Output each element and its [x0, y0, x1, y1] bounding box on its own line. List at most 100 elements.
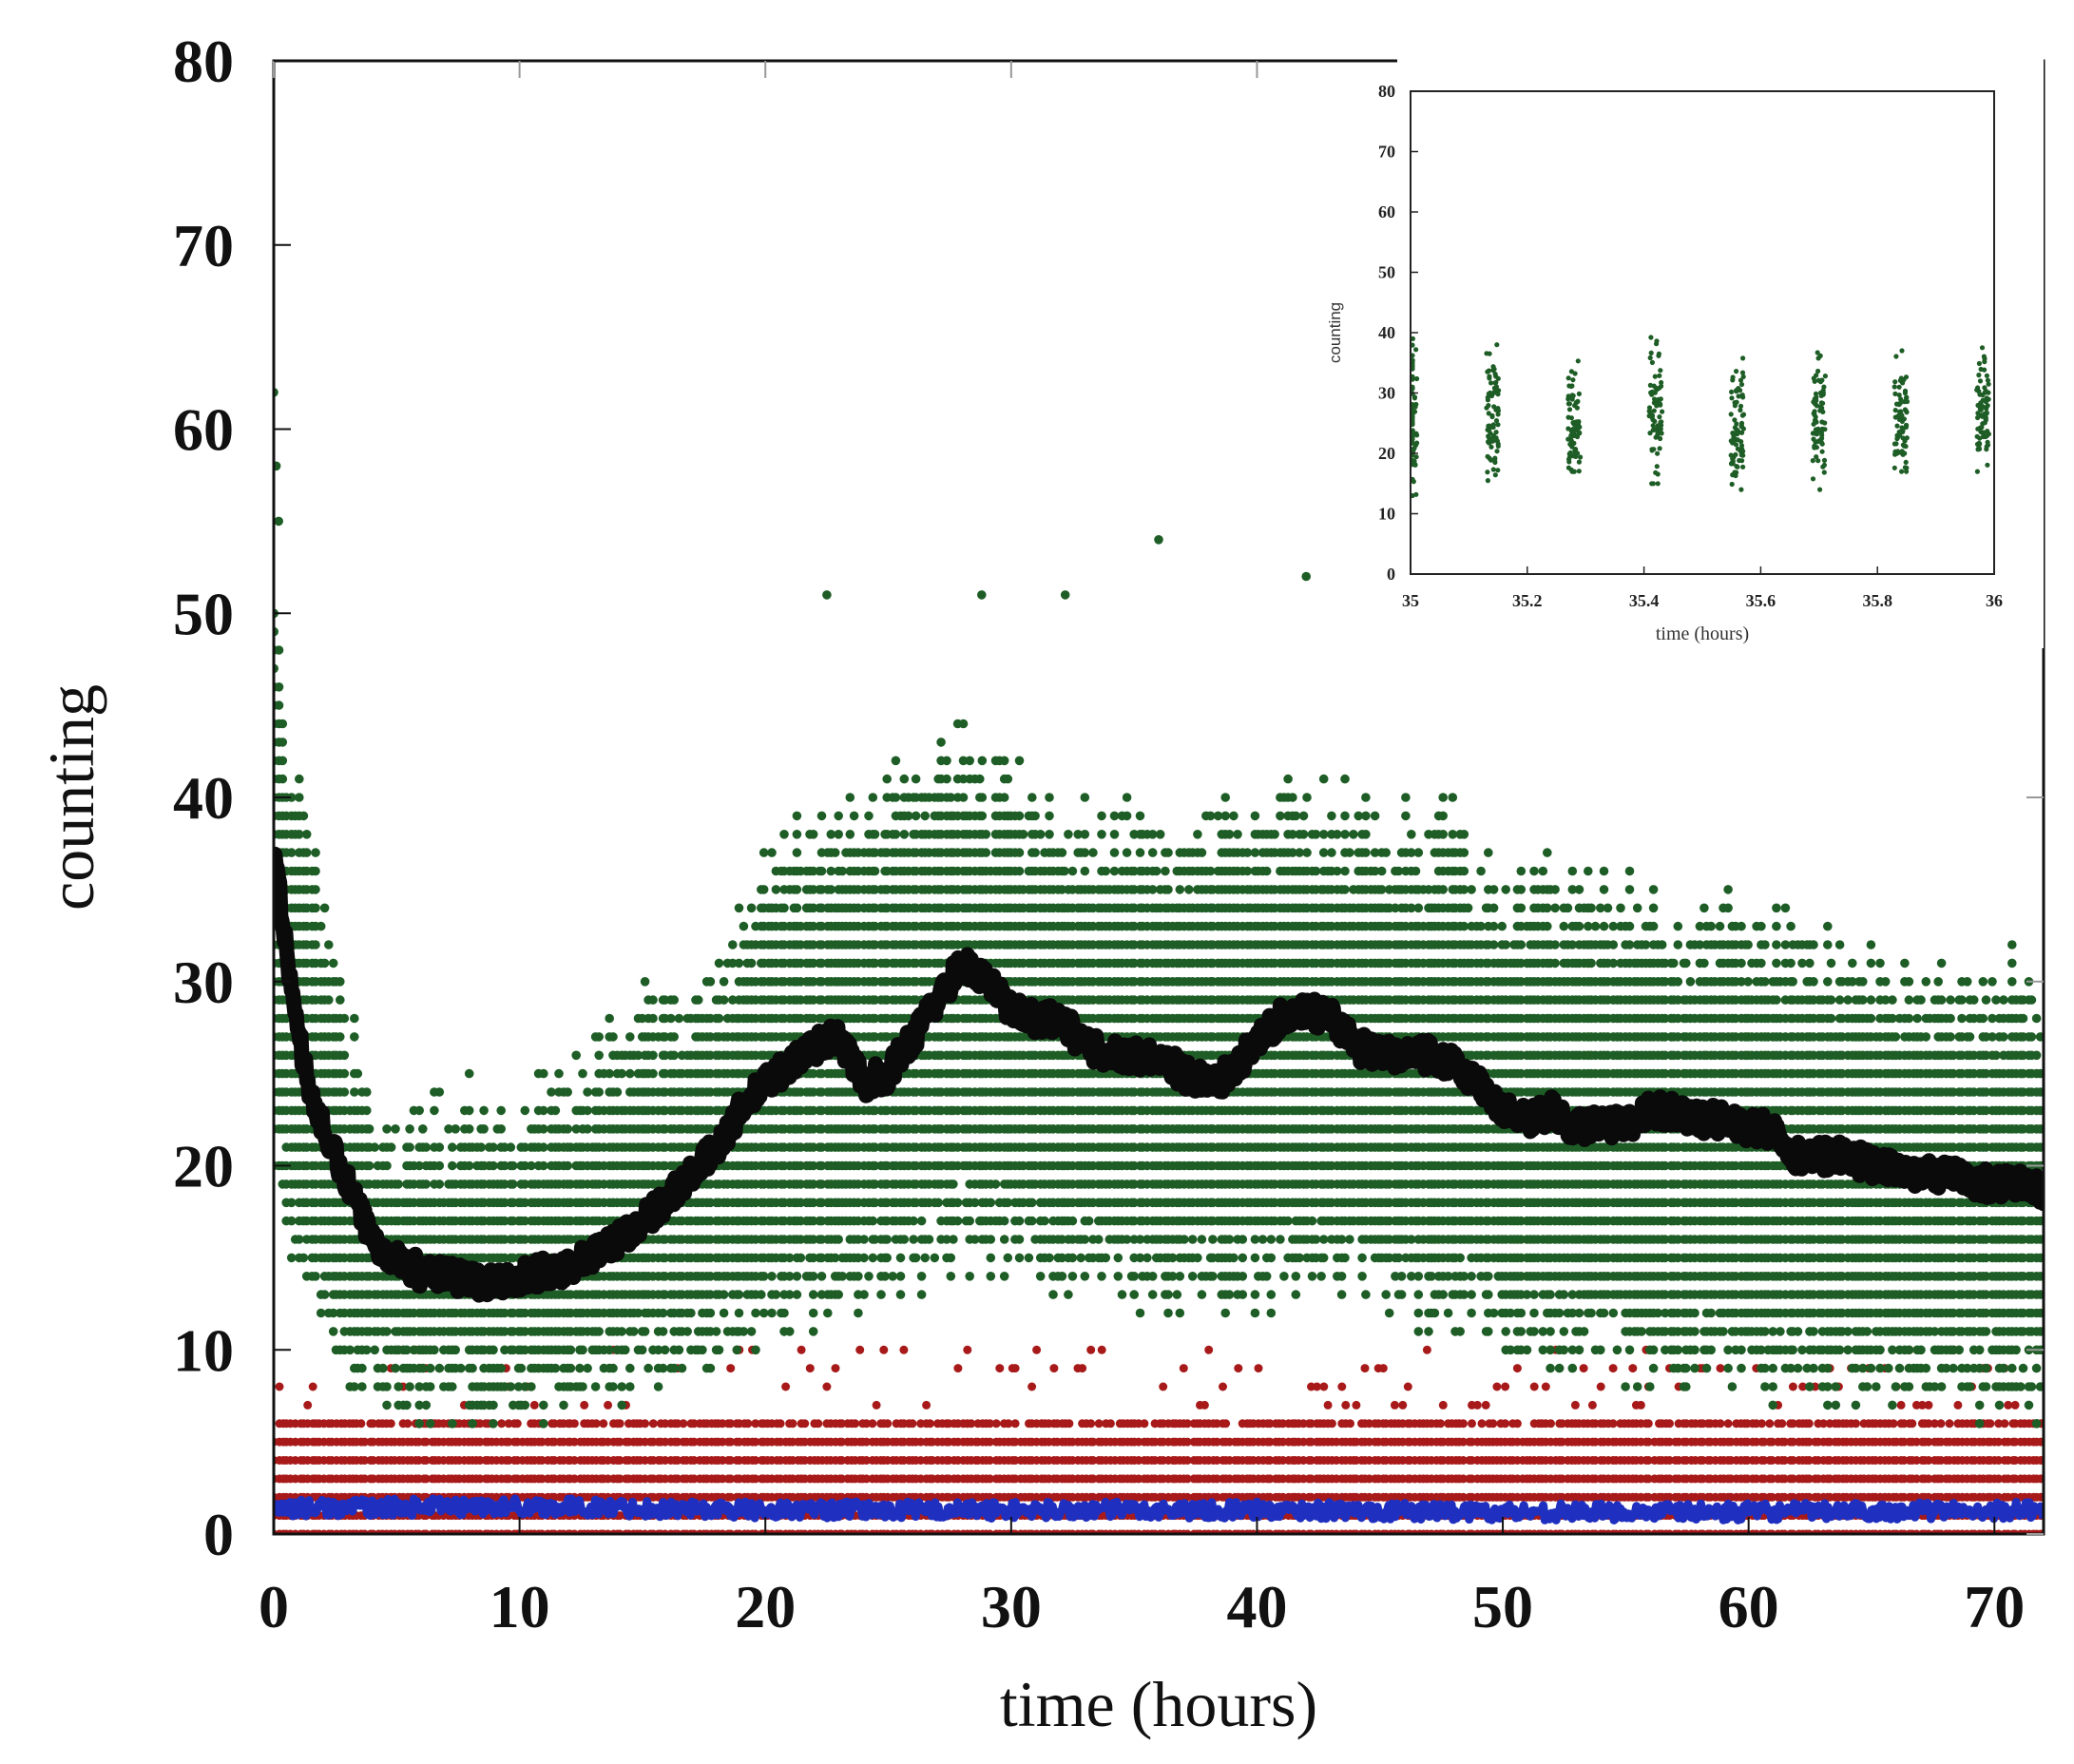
- red-point: [1477, 1419, 1487, 1428]
- green-point: [311, 903, 320, 913]
- green-point: [311, 1272, 320, 1281]
- green-point: [336, 995, 345, 1005]
- green-point: [563, 1087, 572, 1097]
- green-point: [386, 1142, 396, 1152]
- red-point: [1716, 1364, 1725, 1373]
- red-point: [1086, 1419, 1096, 1428]
- green-point: [648, 995, 658, 1005]
- green-point: [550, 1363, 561, 1373]
- red-point: [1665, 1419, 1674, 1428]
- green-point: [418, 1124, 428, 1134]
- red-point: [1852, 1419, 1860, 1428]
- green-point: [301, 830, 312, 839]
- green-point: [719, 1290, 729, 1299]
- red-point: [1777, 1419, 1787, 1428]
- red-point: [1010, 1364, 1020, 1373]
- red-point: [1327, 1419, 1336, 1428]
- green-point: [434, 1087, 445, 1097]
- green-point: [506, 1382, 516, 1391]
- green-point: [658, 1308, 668, 1318]
- green-point: [674, 1013, 684, 1024]
- red-point: [872, 1400, 881, 1409]
- red-point: [1468, 1419, 1476, 1428]
- green-point: [648, 1068, 658, 1079]
- red-point: [1723, 1419, 1733, 1428]
- green-point: [489, 1400, 498, 1410]
- red-point: [1608, 1364, 1618, 1373]
- red-point: [1788, 1382, 1797, 1391]
- green-point: [456, 1363, 466, 1373]
- red-point: [569, 1419, 579, 1428]
- green-point: [617, 1382, 626, 1391]
- green-point: [608, 1382, 618, 1391]
- red-point: [1159, 1382, 1168, 1391]
- red-point: [1953, 1400, 1963, 1409]
- green-point: [425, 1419, 435, 1428]
- green-point: [732, 1345, 742, 1355]
- green-point: [605, 1068, 614, 1079]
- red-point: [743, 1419, 753, 1428]
- green-point: [640, 1327, 650, 1336]
- red-point: [926, 1419, 934, 1428]
- red-point: [851, 1419, 860, 1428]
- green-point: [719, 977, 729, 987]
- green-point: [405, 1124, 414, 1134]
- red-point: [788, 1419, 797, 1428]
- green-point: [295, 774, 304, 784]
- red-point: [879, 1345, 889, 1354]
- red-point: [1337, 1382, 1347, 1391]
- red-point: [1472, 1400, 1482, 1409]
- green-point: [425, 1363, 435, 1373]
- red-point: [1757, 1419, 1766, 1428]
- green-point: [669, 995, 679, 1005]
- red-point: [1234, 1364, 1243, 1373]
- red-point: [1049, 1364, 1059, 1373]
- green-point: [594, 1050, 604, 1061]
- red-point: [615, 1419, 624, 1428]
- red-point: [800, 1419, 810, 1428]
- green-point: [311, 866, 320, 876]
- green-point: [405, 1382, 414, 1391]
- red-point: [1512, 1419, 1522, 1428]
- green-point: [489, 1160, 498, 1171]
- green-point: [391, 1363, 400, 1373]
- red-point: [679, 1419, 688, 1428]
- red-point: [908, 1419, 917, 1428]
- red-point: [308, 1382, 317, 1391]
- green-point: [578, 1345, 587, 1355]
- green-point: [364, 1160, 374, 1171]
- green-point: [464, 1068, 474, 1079]
- red-point: [1065, 1419, 1074, 1428]
- red-point: [963, 1345, 972, 1354]
- green-point: [468, 1363, 477, 1373]
- red-point: [1481, 1400, 1490, 1409]
- red-point: [421, 1437, 431, 1447]
- green-point: [714, 1345, 724, 1355]
- green-point: [640, 977, 650, 987]
- red-point: [1204, 1345, 1214, 1354]
- red-point: [1636, 1400, 1645, 1409]
- green-point: [274, 645, 284, 655]
- green-point: [328, 958, 338, 968]
- green-point: [430, 1105, 439, 1116]
- green-point: [316, 921, 326, 931]
- green-point: [590, 1382, 601, 1391]
- red-point: [569, 1474, 579, 1484]
- red-point: [814, 1419, 823, 1428]
- red-point: [1459, 1419, 1468, 1428]
- red-point: [615, 1511, 624, 1521]
- red-point: [421, 1474, 431, 1484]
- red-point: [1346, 1419, 1354, 1428]
- red-point: [275, 1382, 284, 1391]
- red-point: [1765, 1419, 1775, 1428]
- green-point: [566, 1363, 576, 1373]
- red-point: [822, 1382, 832, 1391]
- red-point: [797, 1345, 806, 1354]
- green-point: [520, 1400, 530, 1410]
- green-point: [520, 1105, 530, 1116]
- green-point: [550, 1105, 561, 1116]
- green-point: [311, 885, 320, 894]
- green-point: [705, 1363, 716, 1373]
- green-point: [666, 1013, 676, 1024]
- green-point: [539, 1105, 548, 1116]
